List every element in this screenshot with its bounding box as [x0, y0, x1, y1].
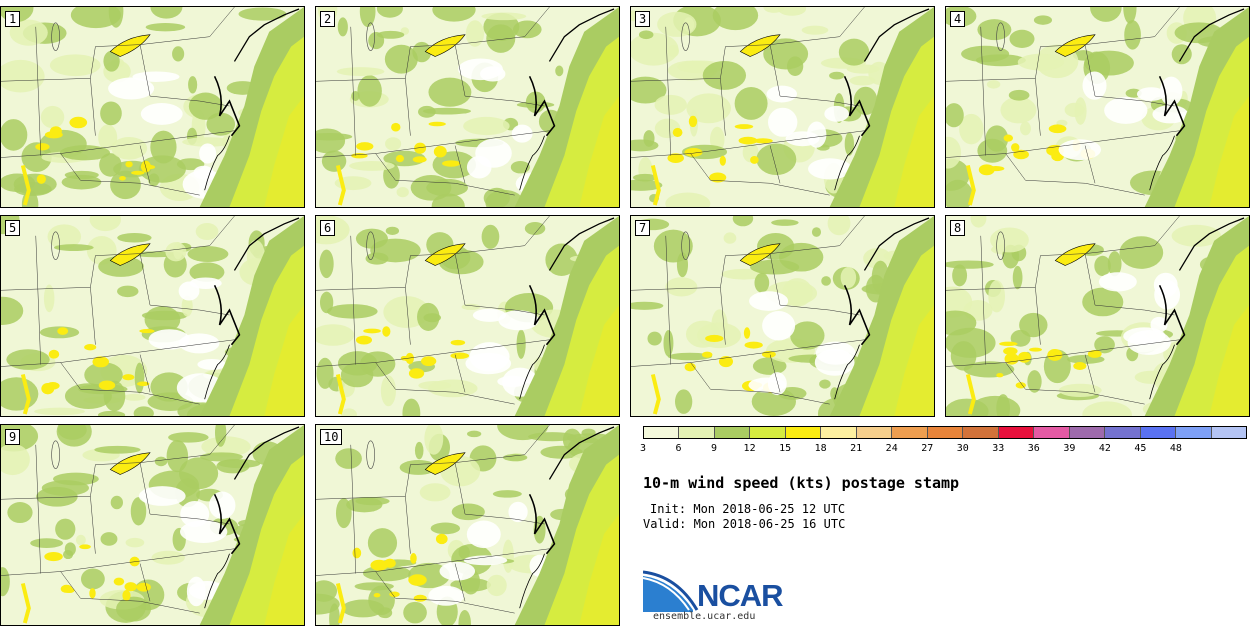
ensemble-member-map: 5: [0, 215, 305, 417]
colorbar-swatch: [1140, 427, 1177, 438]
ensemble-member-map: 2: [315, 6, 620, 208]
colorbar-swatch: [679, 427, 715, 438]
wind-speed-field: [946, 7, 1249, 207]
ensemble-member-map: 4: [945, 6, 1250, 208]
wind-speed-field: [1, 7, 304, 207]
colorbar-tick-label: 9: [711, 443, 718, 454]
colorbar-tick-label: 21: [850, 443, 863, 454]
ensemble-member-map: 6: [315, 215, 620, 417]
init-time: Init: Mon 2018-06-25 12 UTC: [650, 502, 846, 516]
member-number-label: 1: [5, 11, 21, 27]
colorbar-swatch: [785, 427, 822, 438]
colorbar-swatch: [1176, 427, 1212, 438]
wind-speed-field: [316, 425, 619, 625]
colorbar-swatch: [927, 427, 964, 438]
colorbar-swatch: [750, 427, 786, 438]
colorbar-swatch: [714, 427, 751, 438]
wind-speed-field: [946, 216, 1249, 416]
member-number-label: 8: [950, 220, 966, 236]
colorbar-tick-label: 33: [992, 443, 1005, 454]
wind-speed-field: [1, 216, 304, 416]
wind-speed-field: [316, 216, 619, 416]
ensemble-member-map: 8: [945, 215, 1250, 417]
colorbar-tick-label: 48: [1169, 443, 1182, 454]
member-number-label: 4: [950, 11, 966, 27]
colorbar-swatch: [998, 427, 1035, 438]
colorbar-swatch: [644, 427, 680, 438]
colorbar-swatch: [892, 427, 928, 438]
colorbar-swatch: [1069, 427, 1106, 438]
wind-speed-field: [1, 425, 304, 625]
colorbar-swatch: [1034, 427, 1070, 438]
colorbar-tick-label: 6: [675, 443, 682, 454]
colorbar-swatch: [1105, 427, 1141, 438]
member-number-label: 6: [320, 220, 336, 236]
colorbar-swatch: [856, 427, 893, 438]
colorbar-tick-label: 39: [1063, 443, 1076, 454]
site-url: ensemble.ucar.edu: [653, 611, 756, 622]
ensemble-member-map: 7: [630, 215, 935, 417]
ensemble-member-map: 1: [0, 6, 305, 208]
wind-speed-field: [631, 7, 934, 207]
colorbar-tick-label: 3: [639, 443, 647, 454]
page-title: 10-m wind speed (kts) postage stamp: [643, 474, 960, 492]
colorbar-tick-label: 12: [743, 443, 756, 454]
wind-speed-field: [631, 216, 934, 416]
member-number-label: 7: [635, 220, 651, 236]
ensemble-member-map: 10: [315, 424, 620, 626]
member-number-label: 10: [320, 429, 343, 445]
colorbar-tick-label: 42: [1098, 443, 1111, 454]
member-number-label: 9: [5, 429, 21, 445]
wind-speed-field: [316, 7, 619, 207]
colorbar-tick-label: 45: [1134, 443, 1147, 454]
colorbar-legend: 3 6 9 12 15 18 21 24 27 30 33 36 39 42 45 48: [639, 426, 1247, 457]
ncar-logo-text: NCAR: [697, 578, 784, 613]
member-number-label: 3: [635, 11, 651, 27]
colorbar-tick-label: 27: [921, 443, 934, 454]
member-number-label: 5: [5, 220, 21, 236]
colorbar-tick-label: 15: [779, 443, 792, 454]
colorbar-swatch: [1211, 427, 1246, 438]
colorbar-tick-label: 36: [1027, 443, 1040, 454]
ensemble-member-map: 3: [630, 6, 935, 208]
colorbar-tick-label: 18: [814, 443, 827, 454]
ensemble-member-map: 9: [0, 424, 305, 626]
colorbar-tick-label: 30: [956, 443, 969, 454]
ncar-logo-icon: [643, 570, 699, 612]
colorbar-swatch: [821, 427, 857, 438]
valid-time: Valid: Mon 2018-06-25 16 UTC: [643, 517, 846, 531]
colorbar-swatch: [963, 427, 999, 438]
member-number-label: 2: [320, 11, 336, 27]
colorbar-tick-label: 24: [885, 443, 898, 454]
